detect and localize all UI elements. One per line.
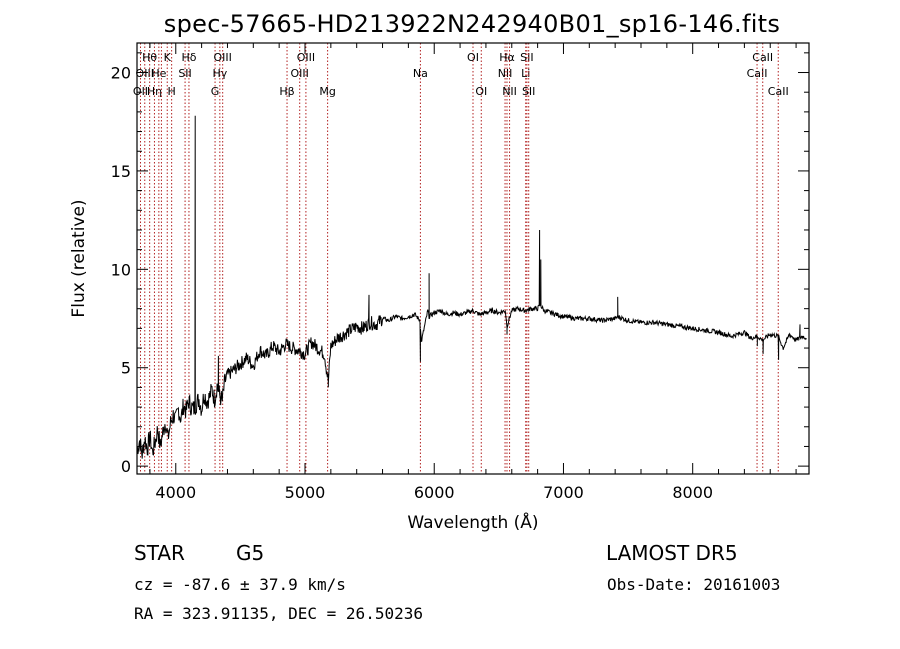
line-marker-label: Hβ	[279, 85, 294, 98]
line-marker-label: SII	[178, 67, 191, 80]
spectrum-line	[136, 115, 807, 459]
plot-frame	[136, 42, 810, 475]
y-tick-label: 10	[111, 260, 131, 279]
line-marker-label: SII	[520, 51, 533, 64]
line-marker-label: OII	[133, 85, 148, 98]
line-marker-label: OI	[475, 85, 487, 98]
chart-title: spec-57665-HD213922N242940B01_sp16-146.f…	[163, 10, 781, 38]
line-marker-label: Hη	[147, 85, 162, 98]
line-marker-label: NII	[502, 85, 517, 98]
x-tick-label: 7000	[543, 483, 584, 502]
y-tick-label: 20	[111, 64, 131, 83]
line-marker-label: SII	[522, 85, 535, 98]
line-marker-label: OIII	[291, 67, 309, 80]
x-tick-label: 6000	[414, 483, 455, 502]
line-marker-label: CaII	[752, 51, 773, 64]
object-class: STAR	[134, 541, 185, 565]
line-marker-label: OIII	[136, 67, 154, 80]
ra-dec-coordinates: RA = 323.91135, DEC = 26.50236	[134, 604, 423, 623]
spectrum-layer	[136, 115, 807, 459]
x-tick-label: 8000	[672, 483, 713, 502]
line-marker-label: OIII	[213, 51, 231, 64]
line-marker-label: Hγ	[212, 67, 227, 80]
line-marker-label: Hθ	[142, 51, 157, 64]
x-tick-label: 4000	[155, 483, 196, 502]
line-marker-label: Mg	[319, 85, 335, 98]
axes-layer: 4000 5000 6000 7000 8000 0 5 10 15 20 Wavelength (…	[69, 43, 809, 533]
redshift-cz: cz = -87.6 ± 37.9 km/s	[134, 575, 346, 594]
y-axis-label: Flux (relative)	[69, 199, 89, 317]
y-tick-label: 15	[111, 162, 131, 181]
line-marker-label: Hα	[499, 51, 515, 64]
line-marker-label: Li	[521, 67, 530, 80]
line-marker-label: OI	[467, 51, 479, 64]
x-axis-label: Wavelength (Å)	[407, 511, 538, 533]
line-marker-label: K	[164, 51, 172, 64]
x-tick-label: 5000	[285, 483, 326, 502]
line-marker-label: CaII	[747, 67, 768, 80]
line-marker-label: Na	[413, 67, 428, 80]
object-subclass: G5	[236, 541, 265, 565]
y-tick-label: 5	[121, 359, 131, 378]
line-marker-label: He	[151, 67, 166, 80]
y-tick-label: 0	[121, 457, 131, 476]
line-marker-label: Hδ	[181, 51, 196, 64]
line-marker-label: H	[167, 85, 175, 98]
line-marker-label: CaII	[768, 85, 789, 98]
survey-name: LAMOST DR5	[606, 541, 738, 565]
observation-date: Obs-Date: 20161003	[607, 575, 781, 594]
line-marker-label: G	[211, 85, 220, 98]
line-marker-label: NII	[498, 67, 513, 80]
line-marker-layer: OIIOIIIHθHηHeKHSIIHδGHγOIIIHβOIIIOIIIMgN…	[133, 43, 789, 474]
line-marker-label: OIII	[297, 51, 315, 64]
